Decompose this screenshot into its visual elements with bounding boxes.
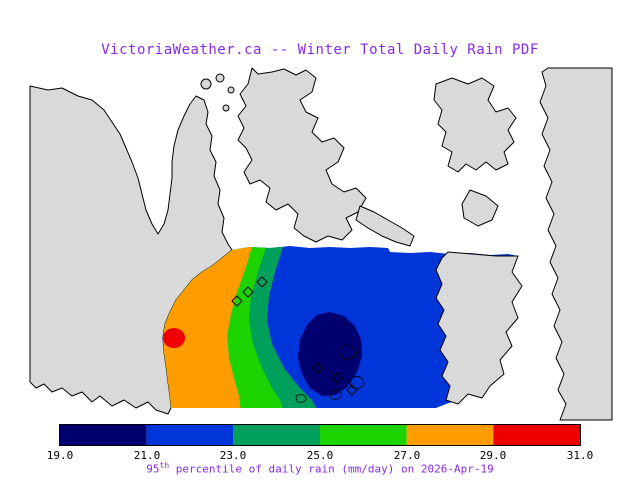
station-marker (346, 384, 358, 396)
colorbar-border (59, 424, 581, 446)
colorbar-segment-29-31 (493, 425, 580, 445)
station-markers (231, 276, 358, 396)
station-marker (312, 362, 324, 374)
caption-rest: percentile of daily rain (mm/day) on 202… (169, 462, 494, 476)
station-marker (231, 295, 243, 307)
station-marker (256, 276, 268, 288)
contour-max-spot-red (163, 328, 185, 348)
land-island-small (461, 189, 499, 227)
islet (200, 78, 212, 90)
station-marker (331, 372, 343, 384)
islet-outline (329, 389, 342, 400)
contour-min-core-navy (298, 312, 362, 396)
islet-outline (339, 344, 357, 360)
colorbar-segment-25-27 (320, 425, 407, 445)
islet (222, 104, 230, 112)
islet (215, 73, 225, 83)
islets-peninsula-tip (200, 73, 235, 112)
colorbar-tick: 27.0 (393, 449, 421, 462)
land-pender-island (355, 205, 415, 247)
colorbar-ticks: 19.0 21.0 23.0 25.0 27.0 29.0 31.0 (0, 449, 640, 463)
colorbar-tick: 21.0 (133, 449, 161, 462)
colorbar-tick: 29.0 (479, 449, 507, 462)
land-sanjuan-island (435, 251, 523, 405)
islet-outline (295, 394, 307, 403)
plot-title: VictoriaWeather.ca -- Winter Total Daily… (101, 42, 539, 58)
colorbar-segment-23-25 (233, 425, 320, 445)
land-mainland-east (539, 67, 613, 421)
islet (227, 86, 235, 94)
colorbar (59, 424, 581, 450)
island-outlines (295, 344, 365, 403)
plot-caption: 95th percentile of daily rain (mm/day) o… (0, 461, 640, 476)
islet-outline (349, 376, 365, 389)
caption-superscript: th (159, 461, 170, 470)
colorbar-segment-19-21 (60, 425, 147, 445)
colorbar-tick: 25.0 (306, 449, 334, 462)
land-saltspring-island (237, 67, 367, 243)
colorbar-segment-27-29 (406, 425, 494, 445)
colorbar-scale (59, 424, 581, 446)
station-marker (242, 286, 254, 298)
colorbar-tick: 31.0 (566, 449, 594, 462)
land-sanjuan-islands-north (433, 77, 517, 173)
land-vancouver-island (29, 85, 233, 415)
colorbar-segment-21-23 (146, 425, 234, 445)
colorbar-tick: 23.0 (219, 449, 247, 462)
colorbar-tick: 19.0 (46, 449, 74, 462)
caption-base: 95 (146, 462, 160, 476)
